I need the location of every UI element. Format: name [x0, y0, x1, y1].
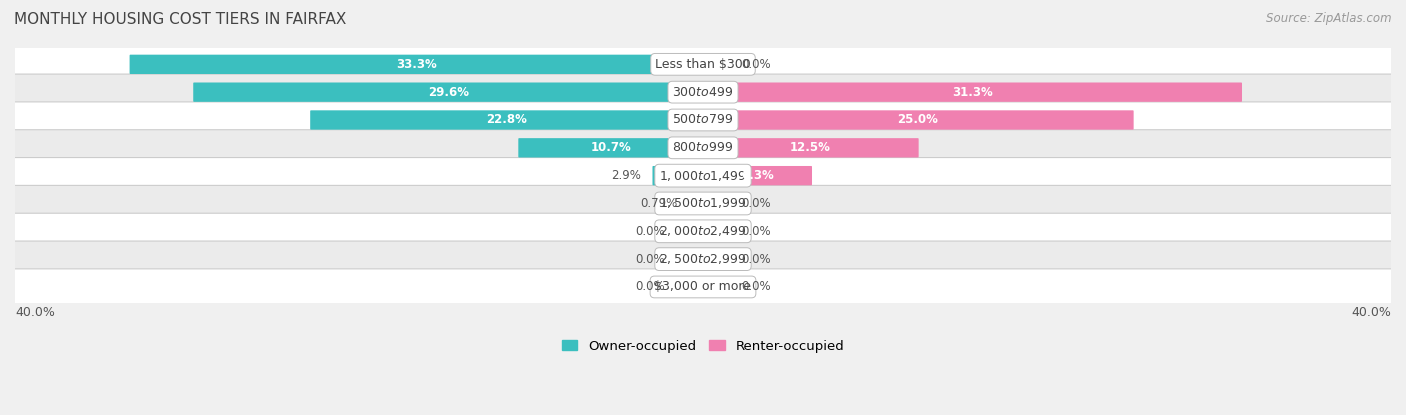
FancyBboxPatch shape	[4, 46, 1402, 83]
FancyBboxPatch shape	[703, 194, 730, 213]
FancyBboxPatch shape	[703, 249, 730, 269]
Text: 6.3%: 6.3%	[741, 169, 773, 182]
Text: 0.0%: 0.0%	[741, 225, 770, 238]
Text: $300 to $499: $300 to $499	[672, 85, 734, 99]
FancyBboxPatch shape	[703, 110, 1133, 129]
Text: 0.79%: 0.79%	[640, 197, 678, 210]
Text: 0.0%: 0.0%	[741, 197, 770, 210]
FancyBboxPatch shape	[703, 222, 730, 241]
FancyBboxPatch shape	[703, 277, 730, 297]
FancyBboxPatch shape	[4, 269, 1402, 305]
Text: Source: ZipAtlas.com: Source: ZipAtlas.com	[1267, 12, 1392, 25]
Text: $500 to $799: $500 to $799	[672, 113, 734, 127]
Legend: Owner-occupied, Renter-occupied: Owner-occupied, Renter-occupied	[561, 339, 845, 353]
Text: Less than $300: Less than $300	[655, 58, 751, 71]
Text: 2.9%: 2.9%	[612, 169, 641, 182]
Text: 0.0%: 0.0%	[636, 253, 665, 266]
Text: 0.0%: 0.0%	[636, 225, 665, 238]
FancyBboxPatch shape	[129, 55, 703, 74]
FancyBboxPatch shape	[703, 55, 730, 74]
FancyBboxPatch shape	[703, 138, 918, 157]
Text: 40.0%: 40.0%	[15, 306, 55, 320]
FancyBboxPatch shape	[4, 74, 1402, 110]
Text: $2,000 to $2,499: $2,000 to $2,499	[659, 224, 747, 238]
Text: $2,500 to $2,999: $2,500 to $2,999	[659, 252, 747, 266]
Text: 12.5%: 12.5%	[790, 142, 831, 154]
Text: 33.3%: 33.3%	[396, 58, 437, 71]
FancyBboxPatch shape	[676, 249, 703, 269]
Text: 0.0%: 0.0%	[741, 253, 770, 266]
FancyBboxPatch shape	[4, 158, 1402, 194]
Text: 10.7%: 10.7%	[591, 142, 631, 154]
FancyBboxPatch shape	[4, 213, 1402, 249]
Text: 31.3%: 31.3%	[952, 85, 993, 99]
Text: 22.8%: 22.8%	[486, 113, 527, 127]
Text: 29.6%: 29.6%	[427, 85, 470, 99]
Text: 25.0%: 25.0%	[897, 113, 938, 127]
FancyBboxPatch shape	[676, 222, 703, 241]
FancyBboxPatch shape	[193, 83, 703, 102]
FancyBboxPatch shape	[4, 186, 1402, 222]
FancyBboxPatch shape	[4, 102, 1402, 138]
Text: $1,000 to $1,499: $1,000 to $1,499	[659, 168, 747, 183]
FancyBboxPatch shape	[676, 194, 703, 213]
Text: $800 to $999: $800 to $999	[672, 142, 734, 154]
FancyBboxPatch shape	[703, 166, 813, 186]
Text: 40.0%: 40.0%	[1351, 306, 1391, 320]
FancyBboxPatch shape	[703, 83, 1241, 102]
Text: $3,000 or more: $3,000 or more	[655, 281, 751, 293]
FancyBboxPatch shape	[652, 166, 703, 186]
Text: $1,500 to $1,999: $1,500 to $1,999	[659, 196, 747, 210]
Text: 0.0%: 0.0%	[741, 281, 770, 293]
FancyBboxPatch shape	[4, 241, 1402, 277]
FancyBboxPatch shape	[519, 138, 703, 157]
FancyBboxPatch shape	[311, 110, 703, 129]
Text: MONTHLY HOUSING COST TIERS IN FAIRFAX: MONTHLY HOUSING COST TIERS IN FAIRFAX	[14, 12, 346, 27]
FancyBboxPatch shape	[4, 130, 1402, 166]
Text: 0.0%: 0.0%	[741, 58, 770, 71]
Text: 0.0%: 0.0%	[636, 281, 665, 293]
FancyBboxPatch shape	[676, 277, 703, 297]
